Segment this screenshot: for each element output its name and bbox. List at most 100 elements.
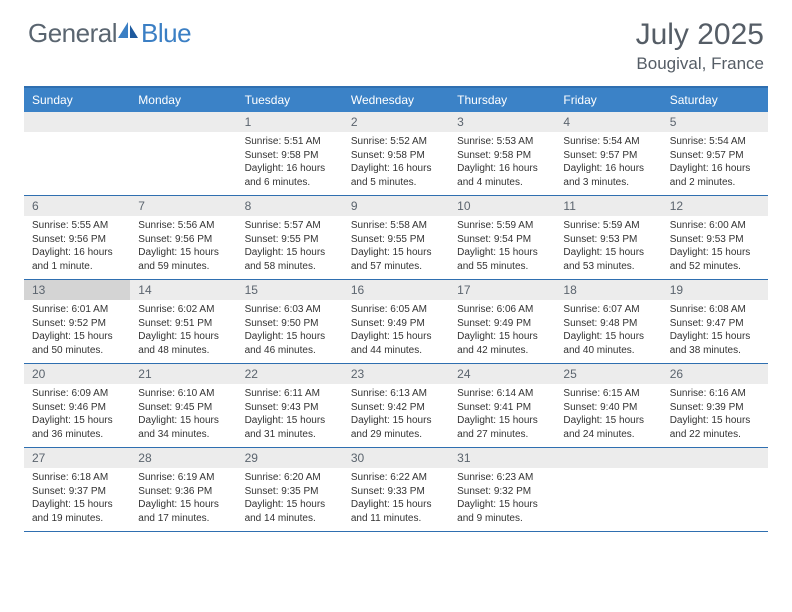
day-cell: 6Sunrise: 5:55 AMSunset: 9:56 PMDaylight… — [24, 196, 130, 279]
day-number: 8 — [237, 196, 343, 216]
logo: General Blue — [28, 18, 191, 49]
day-cell: 7Sunrise: 5:56 AMSunset: 9:56 PMDaylight… — [130, 196, 236, 279]
day-number: 18 — [555, 280, 661, 300]
day-number: 17 — [449, 280, 555, 300]
sunset-line: Sunset: 9:39 PM — [670, 401, 760, 415]
day-cell: 26Sunrise: 6:16 AMSunset: 9:39 PMDayligh… — [662, 364, 768, 447]
sunrise-line: Sunrise: 6:14 AM — [457, 387, 547, 401]
daylight-line: Daylight: 16 hours and 4 minutes. — [457, 162, 547, 189]
sunset-line: Sunset: 9:32 PM — [457, 485, 547, 499]
sunset-line: Sunset: 9:48 PM — [563, 317, 653, 331]
daylight-line: Daylight: 15 hours and 38 minutes. — [670, 330, 760, 357]
day-number: 21 — [130, 364, 236, 384]
daylight-line: Daylight: 15 hours and 27 minutes. — [457, 414, 547, 441]
day-info: Sunrise: 5:51 AMSunset: 9:58 PMDaylight:… — [237, 132, 343, 195]
daylight-line: Daylight: 15 hours and 31 minutes. — [245, 414, 335, 441]
day-info: Sunrise: 6:11 AMSunset: 9:43 PMDaylight:… — [237, 384, 343, 447]
day-cell — [130, 112, 236, 195]
sunrise-line: Sunrise: 5:52 AM — [351, 135, 441, 149]
sunrise-line: Sunrise: 6:13 AM — [351, 387, 441, 401]
daylight-line: Daylight: 15 hours and 34 minutes. — [138, 414, 228, 441]
calendar: SundayMondayTuesdayWednesdayThursdayFrid… — [24, 86, 768, 532]
day-cell: 25Sunrise: 6:15 AMSunset: 9:40 PMDayligh… — [555, 364, 661, 447]
day-number: 3 — [449, 112, 555, 132]
daylight-line: Daylight: 15 hours and 36 minutes. — [32, 414, 122, 441]
day-cell: 30 Sunrise: 6:22 AMSunset: 9:33 PMDayligh… — [343, 448, 449, 531]
day-number: 30 — [343, 448, 449, 468]
day-number: 6 — [24, 196, 130, 216]
day-cell: 23Sunrise: 6:13 AMSunset: 9:42 PMDayligh… — [343, 364, 449, 447]
sunset-line: Sunset: 9:54 PM — [457, 233, 547, 247]
day-number: 15 — [237, 280, 343, 300]
day-cell: 5Sunrise: 5:54 AMSunset: 9:57 PMDaylight… — [662, 112, 768, 195]
sunrise-line: Sunrise: 6:23 AM — [457, 471, 547, 485]
day-number: 12 — [662, 196, 768, 216]
daylight-line: Daylight: 15 hours and 9 minutes. — [457, 498, 547, 525]
day-info: Sunrise: 6:13 AMSunset: 9:42 PMDaylight:… — [343, 384, 449, 447]
day-number: 25 — [555, 364, 661, 384]
day-number — [24, 112, 130, 132]
sunrise-line: Sunrise: 5:54 AM — [670, 135, 760, 149]
logo-text-1: General — [28, 18, 117, 49]
day-info: Sunrise: 5:54 AMSunset: 9:57 PMDaylight:… — [662, 132, 768, 195]
day-cell: 24Sunrise: 6:14 AMSunset: 9:41 PMDayligh… — [449, 364, 555, 447]
daylight-line: Daylight: 15 hours and 17 minutes. — [138, 498, 228, 525]
sunset-line: Sunset: 9:40 PM — [563, 401, 653, 415]
day-number: 5 — [662, 112, 768, 132]
day-number: 20 — [24, 364, 130, 384]
daylight-line: Daylight: 15 hours and 11 minutes. — [351, 498, 441, 525]
sunrise-line: Sunrise: 6:19 AM — [138, 471, 228, 485]
sunrise-line: Sunrise: 6:10 AM — [138, 387, 228, 401]
daylight-line: Daylight: 15 hours and 24 minutes. — [563, 414, 653, 441]
daylight-line: Daylight: 15 hours and 40 minutes. — [563, 330, 653, 357]
header: General Blue July 2025 Bougival, France — [0, 0, 792, 78]
day-number: 23 — [343, 364, 449, 384]
sunset-line: Sunset: 9:53 PM — [563, 233, 653, 247]
day-cell: 14Sunrise: 6:02 AMSunset: 9:51 PMDayligh… — [130, 280, 236, 363]
sunset-line: Sunset: 9:51 PM — [138, 317, 228, 331]
day-cell: 29Sunrise: 6:20 AMSunset: 9:35 PMDayligh… — [237, 448, 343, 531]
sunset-line: Sunset: 9:55 PM — [245, 233, 335, 247]
month-title: July 2025 — [636, 18, 764, 52]
day-number: 13 — [24, 280, 130, 300]
daylight-line: Daylight: 16 hours and 1 minute. — [32, 246, 122, 273]
day-number: 4 — [555, 112, 661, 132]
sunrise-line: Sunrise: 6:07 AM — [563, 303, 653, 317]
sunrise-line: Sunrise: 6:00 AM — [670, 219, 760, 233]
sunrise-line: Sunrise: 6:11 AM — [245, 387, 335, 401]
day-number: 29 — [237, 448, 343, 468]
daylight-line: Daylight: 15 hours and 57 minutes. — [351, 246, 441, 273]
daylight-line: Daylight: 15 hours and 22 minutes. — [670, 414, 760, 441]
daylight-line: Daylight: 15 hours and 29 minutes. — [351, 414, 441, 441]
day-info: Sunrise: 6:23 AMSunset: 9:32 PMDaylight:… — [449, 468, 555, 531]
sunset-line: Sunset: 9:49 PM — [351, 317, 441, 331]
sunset-line: Sunset: 9:41 PM — [457, 401, 547, 415]
sunrise-line: Sunrise: 6:05 AM — [351, 303, 441, 317]
day-number: 14 — [130, 280, 236, 300]
day-info: Sunrise: 6:07 AMSunset: 9:48 PMDaylight:… — [555, 300, 661, 363]
day-info: Sunrise: 5:55 AMSunset: 9:56 PMDaylight:… — [24, 216, 130, 279]
sunrise-line: Sunrise: 5:53 AM — [457, 135, 547, 149]
day-cell: 4Sunrise: 5:54 AMSunset: 9:57 PMDaylight… — [555, 112, 661, 195]
daylight-line: Daylight: 15 hours and 46 minutes. — [245, 330, 335, 357]
day-info: Sunrise: 5:52 AMSunset: 9:58 PMDaylight:… — [343, 132, 449, 195]
sunset-line: Sunset: 9:57 PM — [563, 149, 653, 163]
sunrise-line: Sunrise: 6:22 AM — [351, 471, 441, 485]
week-row: 1Sunrise: 5:51 AMSunset: 9:58 PMDaylight… — [24, 112, 768, 196]
day-number: 16 — [343, 280, 449, 300]
day-cell: 2Sunrise: 5:52 AMSunset: 9:58 PMDaylight… — [343, 112, 449, 195]
sunset-line: Sunset: 9:45 PM — [138, 401, 228, 415]
daylight-line: Daylight: 16 hours and 5 minutes. — [351, 162, 441, 189]
daylight-line: Daylight: 15 hours and 19 minutes. — [32, 498, 122, 525]
day-number — [555, 448, 661, 468]
day-info: Sunrise: 5:57 AMSunset: 9:55 PMDaylight:… — [237, 216, 343, 279]
day-info: Sunrise: 6:20 AMSunset: 9:35 PMDaylight:… — [237, 468, 343, 531]
sunrise-line: Sunrise: 5:51 AM — [245, 135, 335, 149]
daylight-line: Daylight: 15 hours and 14 minutes. — [245, 498, 335, 525]
day-number: 11 — [555, 196, 661, 216]
sunset-line: Sunset: 9:33 PM — [351, 485, 441, 499]
daylight-line: Daylight: 15 hours and 59 minutes. — [138, 246, 228, 273]
sunset-line: Sunset: 9:56 PM — [32, 233, 122, 247]
sunset-line: Sunset: 9:55 PM — [351, 233, 441, 247]
day-header-sunday: Sunday — [24, 88, 130, 112]
